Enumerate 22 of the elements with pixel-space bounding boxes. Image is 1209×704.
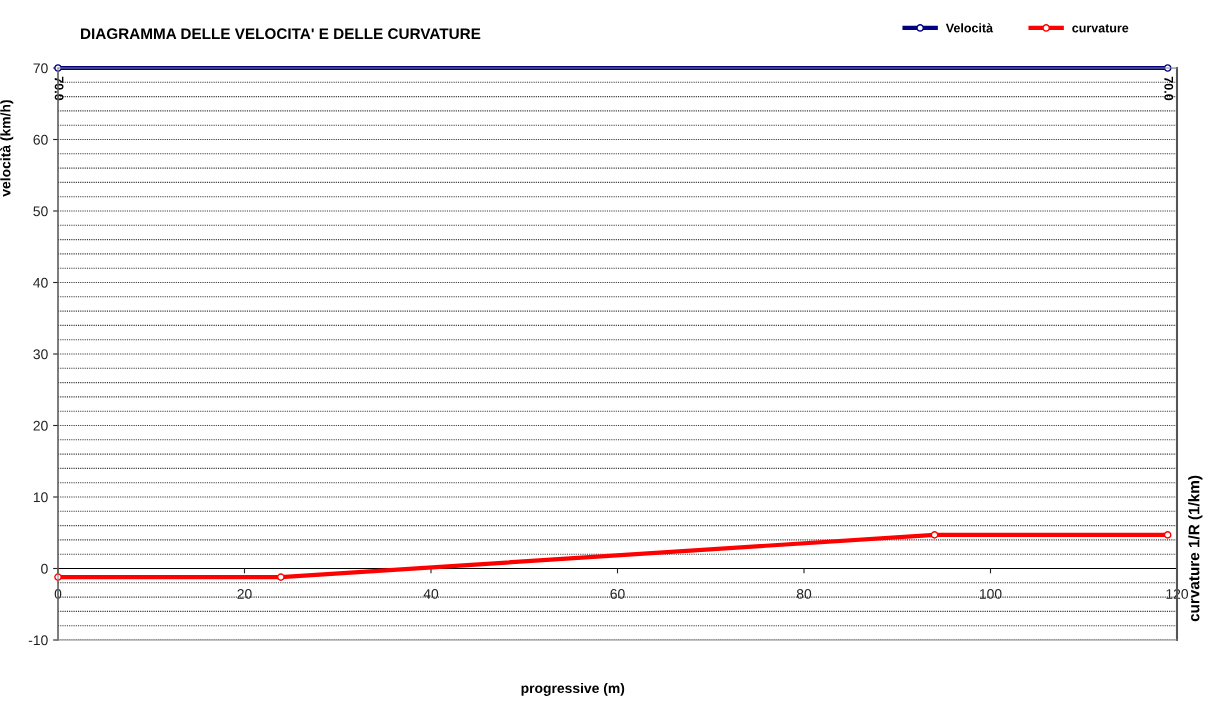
y-axis-title: velocità (km/h) [0, 100, 14, 197]
y-tick-label: 40 [33, 277, 48, 288]
chart-title: DIAGRAMMA DELLE VELOCITA' E DELLE CURVATURE [81, 28, 481, 40]
data-label: 70.0 [54, 76, 64, 101]
data-label: 70.0 [1164, 76, 1174, 101]
x-tick-label: 40 [423, 589, 439, 599]
x-tick-label: 60 [610, 589, 625, 599]
y-tick-label: 70 [33, 63, 48, 74]
y-tick-label: 10 [33, 492, 48, 503]
x-tick-label: 80 [796, 589, 812, 599]
y-tick-label: -10 [28, 635, 48, 646]
y-tick-label: 0 [41, 563, 48, 574]
legend-label: Velocità [945, 23, 994, 33]
y-tick-label: 20 [33, 420, 48, 431]
y2-axis-title: curvature 1/R (1/km) [1188, 475, 1203, 622]
x-axis-title: progressive (m) [521, 682, 625, 696]
legend-label: curvature [1072, 24, 1129, 33]
y-tick-label: 30 [33, 349, 48, 360]
y-tick-label: 60 [33, 134, 48, 145]
x-tick-label: 100 [979, 589, 1002, 599]
x-tick-label: 20 [237, 589, 252, 599]
y-tick-label: 50 [33, 206, 48, 217]
